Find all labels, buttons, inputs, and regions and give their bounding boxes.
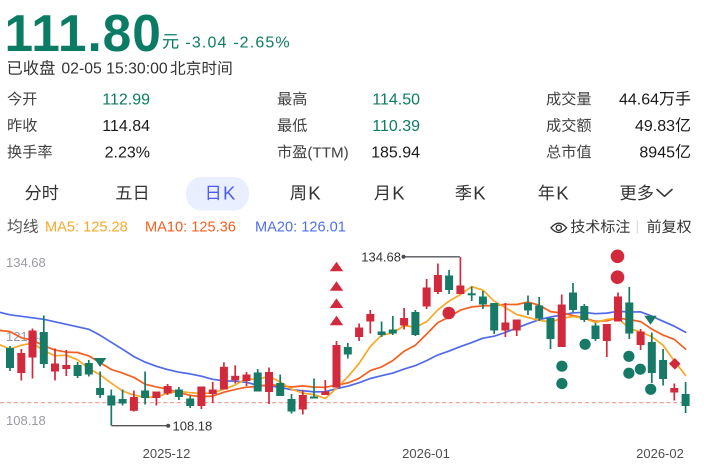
svg-text:K: K [473, 183, 486, 204]
svg-text:-3.04 -2.65%: -3.04 -2.65% [185, 34, 290, 51]
svg-text:2025-12: 2025-12 [143, 446, 191, 461]
svg-text:(TTM): (TTM) [307, 144, 348, 161]
svg-text:49.83: 49.83 [635, 118, 675, 135]
svg-text:108.18: 108.18 [6, 413, 46, 428]
svg-text:110.39: 110.39 [372, 118, 420, 135]
svg-text:134.68: 134.68 [6, 255, 46, 270]
svg-text:K: K [392, 183, 405, 204]
svg-text:108.18: 108.18 [173, 418, 213, 433]
svg-text:2026-01: 2026-01 [402, 446, 450, 461]
svg-text:K: K [223, 183, 236, 204]
svg-text:114.50: 114.50 [372, 91, 420, 108]
svg-text:2.23%: 2.23% [105, 144, 150, 161]
svg-text:K: K [308, 183, 321, 204]
svg-text:134.68: 134.68 [361, 249, 401, 264]
svg-text:44.64: 44.64 [619, 91, 659, 108]
svg-text:8945: 8945 [639, 144, 675, 161]
svg-text:111.80: 111.80 [5, 4, 162, 62]
svg-text:02-05 15:30:00: 02-05 15:30:00 [61, 61, 167, 78]
svg-text:MA5: 125.28: MA5: 125.28 [45, 220, 128, 236]
svg-text:MA10: 125.36: MA10: 125.36 [145, 220, 236, 236]
svg-text:K: K [556, 183, 569, 204]
svg-text:2026-02: 2026-02 [636, 446, 684, 461]
svg-text:112.99: 112.99 [102, 91, 150, 108]
svg-text:114.84: 114.84 [102, 118, 150, 135]
svg-text:185.94: 185.94 [371, 144, 420, 161]
svg-text:MA20: 126.01: MA20: 126.01 [255, 220, 346, 236]
